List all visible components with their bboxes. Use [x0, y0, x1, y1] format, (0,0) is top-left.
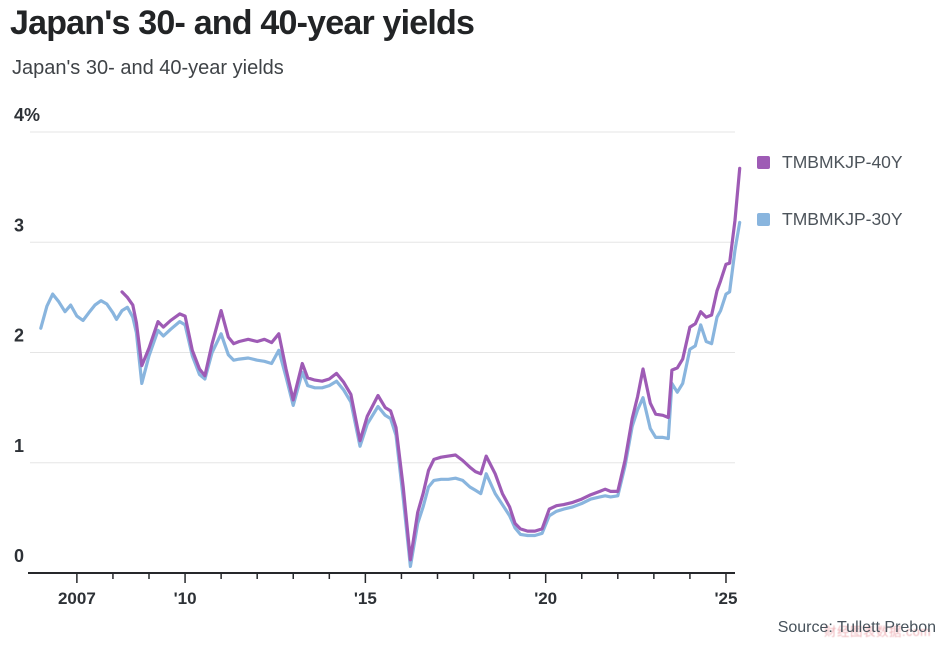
legend-label-40y: TMBMKJP-40Y [782, 151, 903, 172]
x-axis-label: '25 [715, 589, 738, 608]
series-line-tmbmkjp-30y [39, 220, 742, 569]
y-axis-label: 1 [14, 436, 24, 456]
legend-swatch-30y [757, 212, 770, 226]
y-axis-label: 0 [14, 546, 24, 566]
x-axis-label: 2007 [58, 589, 96, 608]
series-line-tmbmkjp-40y [120, 166, 742, 562]
page-title: Japan's 30- and 40-year yields [10, 4, 475, 42]
x-axis-label: '10 [174, 589, 197, 608]
source-credit: Source: Tullett Prebon [777, 619, 936, 636]
legend-swatch-40y [757, 155, 770, 169]
legend-item-30y: TMBMKJP-30Y [757, 207, 903, 231]
x-axis-label: '15 [354, 589, 377, 608]
x-axis-label: '20 [534, 589, 557, 608]
legend-label-30y: TMBMKJP-30Y [782, 208, 903, 229]
y-axis-label: 4% [14, 105, 40, 125]
y-axis-label: 2 [14, 326, 24, 346]
chart-subtitle: Japan's 30- and 40-year yields [12, 57, 284, 79]
y-axis-label: 3 [14, 215, 24, 235]
legend-item-40y: TMBMKJP-40Y [757, 150, 903, 174]
chart-legend: TMBMKJP-40Y TMBMKJP-30Y [757, 150, 903, 264]
